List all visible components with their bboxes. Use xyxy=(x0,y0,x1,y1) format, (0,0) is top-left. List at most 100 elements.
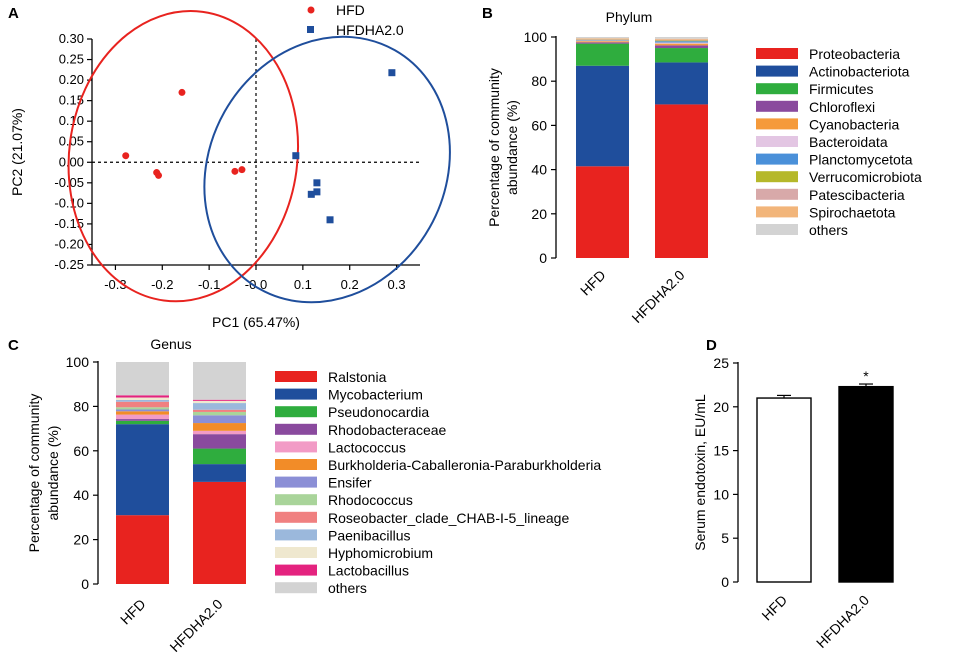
bar-segment xyxy=(116,419,169,421)
y-tick-label: 0 xyxy=(81,576,89,592)
y-tick-label: -0.10 xyxy=(54,195,84,210)
legend-label-hfd: HFD xyxy=(336,2,365,18)
bar-segment xyxy=(576,38,629,40)
bar-segment xyxy=(193,415,246,424)
legend-swatch xyxy=(756,188,798,200)
legend-label: others xyxy=(809,222,848,238)
chart-title: Genus xyxy=(150,336,191,352)
y-tick-label: 60 xyxy=(531,117,547,133)
legend-label: Patescibacteria xyxy=(809,187,905,203)
legend-swatch xyxy=(756,65,798,77)
category-label: HFDHA2.0 xyxy=(813,592,872,651)
bar-segment xyxy=(193,400,246,404)
bar-segment xyxy=(655,48,708,63)
legend-swatch xyxy=(756,224,798,235)
bar-segment xyxy=(116,411,169,415)
legend-label: Hyphomicrobium xyxy=(328,545,433,561)
panel-letter-b: B xyxy=(482,5,493,22)
legend-label: Cyanobacteria xyxy=(809,116,899,132)
legend-label-hfdha: HFDHA2.0 xyxy=(336,22,404,38)
x-axis-title: PC1 (65.47%) xyxy=(212,314,300,330)
y-tick-label: 0.20 xyxy=(59,72,84,87)
category-label: HFD xyxy=(117,596,149,628)
legend-swatch xyxy=(275,582,317,594)
bar-segment xyxy=(576,166,629,258)
panel-a-scatter: 0.300.250.200.150.100.050.00-0.05-0.10-0… xyxy=(9,2,451,330)
panel-b-phylum: Phylum 0 20 40 60 80 100 Percentage of communit… xyxy=(486,9,922,326)
y-tick-label: 80 xyxy=(531,73,547,89)
y-axis-title: PC2 (21.07%) xyxy=(9,108,25,196)
y-tick-label: 0.00 xyxy=(59,154,84,169)
y-tick-label: 0 xyxy=(721,574,729,590)
legend-swatch xyxy=(756,153,798,165)
legend-label: Lactobacillus xyxy=(328,563,409,579)
panel-d-endotoxin: 0 5 10 15 20 25 Serum endotoxin, EU/mL HFD * HFDH… xyxy=(692,355,894,651)
legend-label: Verrucomicrobiota xyxy=(809,169,922,185)
y-tick-label: 5 xyxy=(721,530,729,546)
y-tick-label: 15 xyxy=(713,443,729,459)
category-label: HFD xyxy=(577,267,609,299)
bar-segment xyxy=(576,38,629,39)
y-tick-label: 0.15 xyxy=(59,93,84,108)
legend-swatch xyxy=(275,529,317,541)
hfdha-point xyxy=(313,179,321,187)
y-axis-title-line-1: Percentage of community xyxy=(26,394,42,553)
bar xyxy=(838,385,894,583)
bar-segment xyxy=(193,430,246,435)
legend-label: Planctomycetota xyxy=(809,152,913,168)
legend-label: others xyxy=(328,580,367,596)
y-axis-title-line-1: Percentage of community xyxy=(486,68,502,227)
legend-label: Actinobacteriota xyxy=(809,64,910,80)
legend-swatch xyxy=(756,136,798,147)
bar-segment xyxy=(655,39,708,41)
hfd-point xyxy=(155,171,163,179)
legend-swatch xyxy=(275,406,317,418)
legend-swatch xyxy=(756,206,798,218)
hfd-confidence-ellipse xyxy=(67,10,300,303)
y-tick-label: -0.25 xyxy=(54,257,84,272)
category-label: HFDHA2.0 xyxy=(166,596,225,655)
bar-segment xyxy=(655,104,708,258)
hfdha-point xyxy=(292,152,300,160)
legend-marker-hfdha xyxy=(307,26,314,33)
bar-segment xyxy=(576,41,629,43)
legend-label: Spirochaetota xyxy=(809,204,896,220)
bar-segment xyxy=(193,403,246,410)
hfdha-point xyxy=(326,216,334,224)
bar-segment xyxy=(655,41,708,43)
y-tick-label: 0.05 xyxy=(59,134,84,149)
y-tick-label: -0.20 xyxy=(54,236,84,251)
legend-label: Ensifer xyxy=(328,475,372,491)
y-tick-label: 40 xyxy=(531,162,547,178)
bar-segment xyxy=(116,395,169,398)
panel-letter-c: C xyxy=(8,337,19,354)
bar-segment xyxy=(193,411,246,416)
legend-swatch xyxy=(275,476,317,488)
bar-segment xyxy=(193,362,246,400)
y-tick-label: 100 xyxy=(524,29,548,45)
legend-swatch xyxy=(275,423,317,435)
y-tick-label: 10 xyxy=(713,486,729,502)
bar-segment xyxy=(655,38,708,40)
bar-segment xyxy=(576,40,629,41)
legend-marker-hfd xyxy=(307,6,315,14)
legend-swatch xyxy=(756,83,798,95)
bar-segment xyxy=(116,407,169,410)
bar-segment xyxy=(116,399,169,402)
bar-segment xyxy=(655,40,708,42)
legend-swatch xyxy=(756,171,798,183)
legend-label: Firmicutes xyxy=(809,81,874,97)
bar-segment xyxy=(576,39,629,41)
bar-segment xyxy=(116,420,169,425)
panel-letter-a: A xyxy=(8,5,19,22)
bar-segment xyxy=(193,399,246,401)
hfd-point xyxy=(231,167,239,175)
panel-letter-d: D xyxy=(706,337,717,354)
bar-segment xyxy=(116,362,169,396)
x-tick-label: -0.3 xyxy=(104,277,126,292)
bar-segment xyxy=(576,42,629,44)
bar-segment xyxy=(193,448,246,465)
y-tick-label: 20 xyxy=(73,532,89,548)
x-tick-label: 0.2 xyxy=(341,277,359,292)
bar-segment xyxy=(576,65,629,167)
